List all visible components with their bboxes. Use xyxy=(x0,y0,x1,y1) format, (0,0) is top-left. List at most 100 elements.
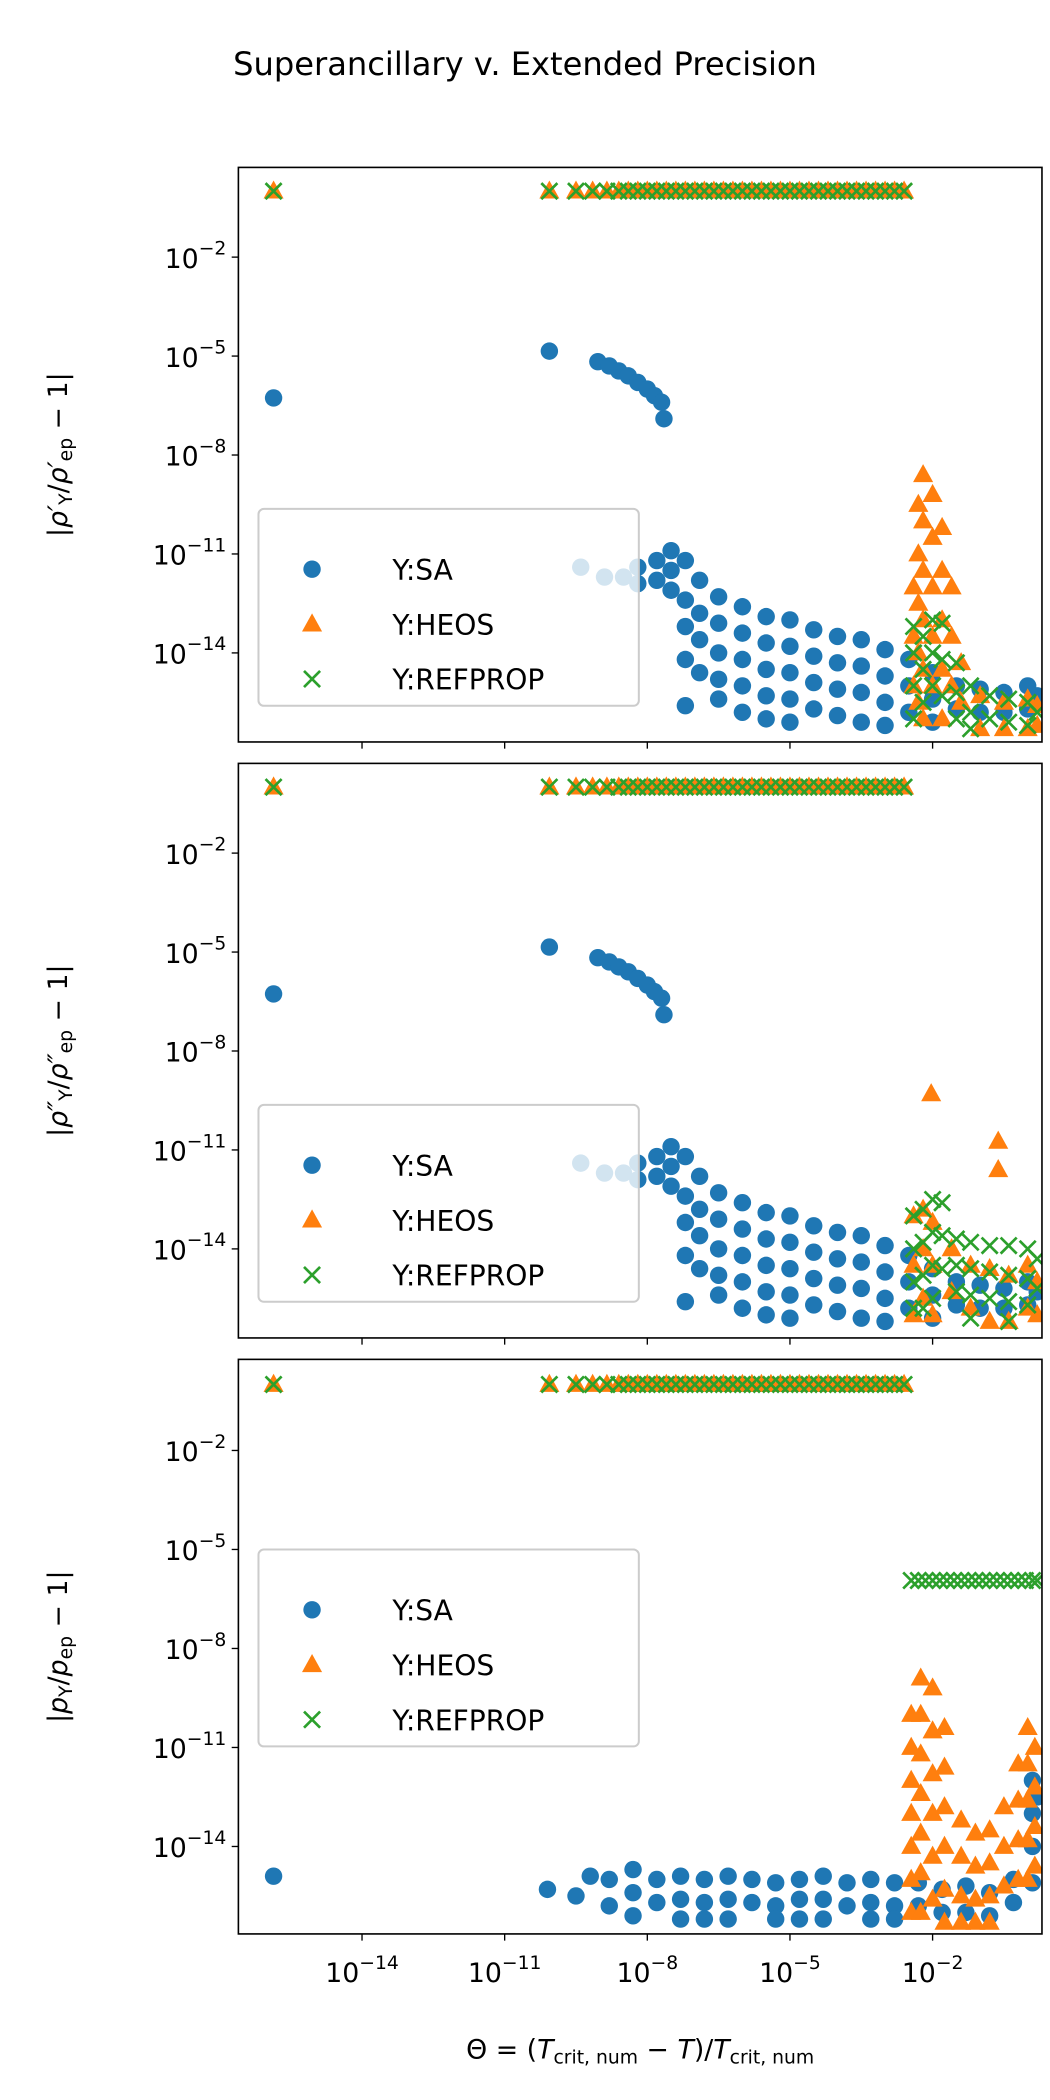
tick-exponent: −14 xyxy=(187,1828,227,1849)
label-part: T xyxy=(537,2034,556,2065)
point-heos xyxy=(903,576,924,595)
y-tick-label: 10−14 xyxy=(153,634,227,670)
point-sa xyxy=(805,621,823,639)
point-refprop xyxy=(1018,716,1037,735)
point-heos xyxy=(922,1211,943,1230)
point-heos xyxy=(1017,1254,1038,1273)
point-sa xyxy=(709,1266,728,1284)
point-heos xyxy=(910,1822,931,1841)
tick-exponent: −2 xyxy=(199,834,227,855)
point-heos xyxy=(979,1257,1000,1277)
point-refprop xyxy=(961,1233,980,1252)
point-heos xyxy=(901,1736,922,1755)
point-heos xyxy=(932,516,953,535)
point-heos xyxy=(965,1855,986,1874)
label-part: / xyxy=(43,483,74,493)
point-heos xyxy=(932,559,953,578)
point-sa xyxy=(805,1296,823,1314)
point-sa xyxy=(852,631,870,649)
y-tick-label: 10−2 xyxy=(165,238,227,274)
point-sa xyxy=(805,673,823,692)
label-part: | xyxy=(43,528,74,537)
point-refprop xyxy=(999,1292,1018,1311)
y-tick-label: 10−2 xyxy=(165,834,227,870)
legend: Y:SA Y:HEOS Y:REFPROP xyxy=(257,507,640,707)
point-sa xyxy=(766,1897,785,1915)
legend-label-refprop: Y:REFPROP xyxy=(391,1704,544,1737)
point-heos xyxy=(922,483,943,502)
point-sa xyxy=(781,1259,799,1278)
point-sa xyxy=(900,1273,918,1291)
point-sa xyxy=(733,677,752,695)
point-refprop xyxy=(923,1223,942,1242)
point-sa xyxy=(995,1279,1013,1298)
point-sa xyxy=(676,696,695,715)
point-sa xyxy=(690,1200,709,1219)
point-refprop-failure xyxy=(540,778,559,797)
point-sa xyxy=(581,1867,599,1885)
point-heos xyxy=(903,1304,924,1323)
point-refprop xyxy=(961,703,980,722)
label-part: p xyxy=(43,1659,74,1677)
x-tick-label: 10−2 xyxy=(902,1953,964,1989)
point-sa xyxy=(567,1887,585,1905)
y-tick-label: 10−5 xyxy=(165,933,227,969)
point-heos xyxy=(934,1756,955,1775)
point-sa xyxy=(733,650,752,669)
point-sa xyxy=(540,938,559,956)
point-sa xyxy=(876,1236,894,1255)
point-refprop xyxy=(999,1236,1018,1255)
point-sa xyxy=(690,604,709,623)
point-sa xyxy=(876,1263,894,1281)
point-sa xyxy=(781,611,799,629)
point-heos xyxy=(941,1281,962,1300)
label-part: − 1| xyxy=(43,372,74,437)
point-sa xyxy=(690,631,709,649)
point-refprop xyxy=(933,1226,952,1245)
y-tick-label: 10−8 xyxy=(165,436,227,472)
point-refprop xyxy=(916,1571,935,1590)
tick-base: 10 xyxy=(153,1734,187,1765)
point-refprop xyxy=(1009,1571,1028,1590)
point-sa xyxy=(781,713,799,731)
axes-frame xyxy=(237,1358,1043,1935)
x-tick-label: 10−11 xyxy=(468,1953,542,1989)
point-refprop xyxy=(980,709,999,728)
point-sa xyxy=(662,1177,680,1195)
tick-base: 10 xyxy=(165,840,199,871)
tick-exponent: −8 xyxy=(199,436,227,457)
label-part: Y xyxy=(56,493,77,506)
point-heos xyxy=(960,1254,981,1273)
point-sa xyxy=(876,1289,894,1308)
point-heos xyxy=(932,708,953,727)
tick-exponent: −5 xyxy=(199,337,227,358)
point-sa xyxy=(652,989,671,1007)
point-sa xyxy=(676,1292,695,1311)
point-sa xyxy=(781,1207,799,1225)
point-heos xyxy=(941,576,962,595)
point-heos xyxy=(908,691,929,710)
point-sa xyxy=(676,650,695,669)
y-axis-label: |ρ″Y/ρ″ep − 1| xyxy=(43,964,77,1136)
point-sa xyxy=(709,670,728,689)
point-heos xyxy=(913,559,934,578)
y-tick-label: 10−2 xyxy=(165,1432,227,1468)
point-sa xyxy=(885,1874,904,1892)
point-heos xyxy=(922,1845,943,1864)
point-sa xyxy=(709,1184,728,1202)
point-sa xyxy=(766,1874,785,1892)
point-sa xyxy=(876,640,894,659)
point-sa xyxy=(600,1897,618,1915)
point-refprop xyxy=(961,676,980,695)
point-sa xyxy=(648,551,666,570)
point-refprop xyxy=(980,1236,999,1255)
point-sa xyxy=(648,1893,666,1912)
point-refprop xyxy=(904,709,923,728)
point-heos xyxy=(965,1911,986,1930)
point-sa xyxy=(648,571,666,590)
point-heos xyxy=(979,1852,1000,1871)
point-heos xyxy=(910,1782,931,1802)
point-sa xyxy=(671,1890,690,1908)
tick-base: 10 xyxy=(468,1958,502,1989)
